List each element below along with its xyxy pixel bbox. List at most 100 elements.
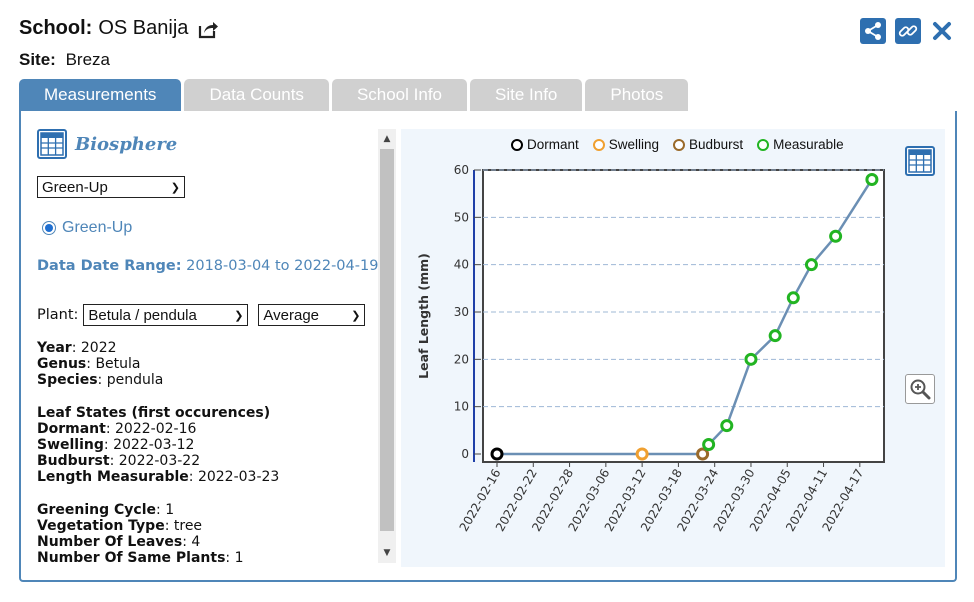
- y-axis-label: Leaf Length (mm): [416, 253, 431, 379]
- same-plants-label: Number Of Same Plants: [37, 550, 226, 566]
- tab-school-info[interactable]: School Info: [331, 79, 467, 111]
- date-range-value: 2018-03-04 to 2022-04-19: [186, 258, 379, 274]
- dormant-value: 2022-02-16: [115, 421, 197, 437]
- scroll-up-arrow-icon[interactable]: ▲: [383, 134, 391, 144]
- aggregate-select[interactable]: Average ❯: [258, 304, 366, 326]
- legend-budburst-label: Budburst: [689, 137, 744, 152]
- external-link-icon[interactable]: [197, 18, 219, 40]
- plant-selector-row: Plant: Betula / pendula ❯ Average ❯: [37, 304, 366, 326]
- tab-data-counts[interactable]: Data Counts: [184, 79, 329, 111]
- greening-row: Greening Cycle: 1: [37, 502, 175, 518]
- data-point-measurable: [744, 352, 758, 366]
- share-button[interactable]: [860, 18, 886, 44]
- vegetation-value: tree: [173, 518, 203, 534]
- table-icon: [37, 129, 67, 159]
- data-point-measurable: [768, 329, 782, 343]
- legend-budburst[interactable]: Budburst: [673, 137, 743, 152]
- legend-budburst-marker: [673, 138, 686, 151]
- data-point-measurable: [865, 172, 879, 186]
- data-point-measurable: [786, 291, 800, 305]
- leaves-value: 4: [191, 534, 201, 550]
- budburst-label: Budburst: [37, 453, 110, 469]
- measurements-panel: Biosphere Green-Up ❯ Green-Up Data Date …: [19, 111, 957, 582]
- leaf-states-heading: Leaf States (first occurences): [37, 405, 271, 421]
- site-header: Site: Breza: [19, 50, 110, 70]
- data-point-dormant: [490, 447, 504, 461]
- plant-select[interactable]: Betula / pendula ❯: [83, 304, 249, 326]
- data-point-swelling: [635, 447, 649, 461]
- table-view-button[interactable]: [905, 146, 935, 176]
- link-button[interactable]: [895, 18, 921, 44]
- school-header: School: OS Banija: [19, 17, 219, 40]
- details-pane: Biosphere Green-Up ❯ Green-Up Data Date …: [21, 111, 396, 571]
- measurable-row: Length Measurable: 2022-03-23: [37, 469, 280, 485]
- greenup-radio-label: Green-Up: [62, 219, 133, 236]
- legend-dormant-label: Dormant: [527, 137, 579, 152]
- zoom-in-button[interactable]: [905, 374, 935, 404]
- leaves-row: Number Of Leaves: 4: [37, 534, 201, 550]
- zoom-in-icon: [910, 379, 931, 400]
- chart-area: Dormant Swelling Budburst Measurable 0 10…: [401, 129, 945, 567]
- year-value: 2022: [80, 340, 117, 356]
- swelling-row: Swelling: 2022-03-12: [37, 437, 195, 453]
- greening-label: Greening Cycle: [37, 502, 157, 518]
- species-value: pendula: [106, 372, 164, 388]
- species-row: Species: pendula: [37, 372, 164, 388]
- genus-label: Genus: [37, 356, 87, 372]
- data-point-measurable: [829, 229, 843, 243]
- tab-photos[interactable]: Photos: [585, 79, 689, 111]
- plant-info: Year: 2022 Genus: Betula Species: pendul…: [37, 340, 163, 388]
- vegetation-label: Vegetation Type: [37, 518, 165, 534]
- tab-site-info[interactable]: Site Info: [470, 79, 583, 111]
- plot-frame: [482, 169, 885, 463]
- measurable-label: Length Measurable: [37, 469, 189, 485]
- legend-measurable-label: Measurable: [773, 137, 844, 152]
- date-range-label: Data Date Range:: [37, 258, 182, 274]
- genus-value: Betula: [95, 356, 141, 372]
- y-tick-label: 20: [454, 352, 469, 366]
- genus-row: Genus: Betula: [37, 356, 141, 372]
- dormant-row: Dormant: 2022-02-16: [37, 421, 197, 437]
- leaves-label: Number Of Leaves: [37, 534, 183, 550]
- y-tick-label: 60: [454, 163, 469, 177]
- protocol-header: Biosphere: [37, 129, 177, 159]
- school-name: OS Banija: [98, 17, 189, 39]
- chart-legend: Dormant Swelling Budburst Measurable: [511, 137, 844, 152]
- details-scrollbar[interactable]: ▲ ▼: [378, 129, 396, 563]
- greenup-radio[interactable]: [42, 221, 56, 235]
- chevron-down-icon: ❯: [351, 309, 361, 322]
- greenup-radio-option[interactable]: Green-Up: [42, 219, 132, 237]
- scroll-thumb[interactable]: [380, 149, 394, 531]
- link-icon: [898, 25, 918, 37]
- data-point-measurable: [720, 419, 734, 433]
- scroll-down-arrow-icon[interactable]: ▼: [383, 548, 391, 558]
- site-label: Site:: [19, 50, 56, 69]
- legend-dormant[interactable]: Dormant: [511, 137, 579, 152]
- table-icon: [908, 149, 932, 173]
- legend-swelling-label: Swelling: [608, 137, 660, 152]
- vegetation-row: Vegetation Type: tree: [37, 518, 203, 534]
- legend-dormant-marker: [511, 138, 523, 151]
- tab-bar: Measurements Data Counts School Info Sit…: [19, 79, 689, 111]
- y-tick-label: 40: [454, 258, 469, 272]
- budburst-row: Budburst: 2022-03-22: [37, 453, 201, 469]
- greening-value: 1: [165, 502, 175, 518]
- plant-label: Plant:: [37, 307, 79, 323]
- close-button[interactable]: [930, 18, 954, 44]
- aggregate-select-value: Average: [263, 306, 320, 324]
- budburst-value: 2022-03-22: [118, 453, 201, 469]
- chevron-down-icon: ❯: [170, 181, 180, 194]
- tab-measurements[interactable]: Measurements: [19, 79, 182, 111]
- year-row: Year: 2022: [37, 340, 117, 356]
- cycle-info: Greening Cycle: 1 Vegetation Type: tree …: [37, 502, 244, 566]
- protocol-title: Biosphere: [75, 133, 178, 155]
- share-icon: [865, 22, 881, 40]
- protocol-select[interactable]: Green-Up ❯: [37, 176, 185, 198]
- chevron-down-icon: ❯: [234, 309, 244, 322]
- swelling-value: 2022-03-12: [113, 437, 195, 453]
- top-actions: [860, 18, 954, 44]
- legend-swelling[interactable]: Swelling: [592, 137, 660, 152]
- y-tick-label: 0: [461, 447, 469, 461]
- same-plants-row: Number Of Same Plants: 1: [37, 550, 244, 566]
- legend-measurable[interactable]: Measurable: [757, 137, 844, 152]
